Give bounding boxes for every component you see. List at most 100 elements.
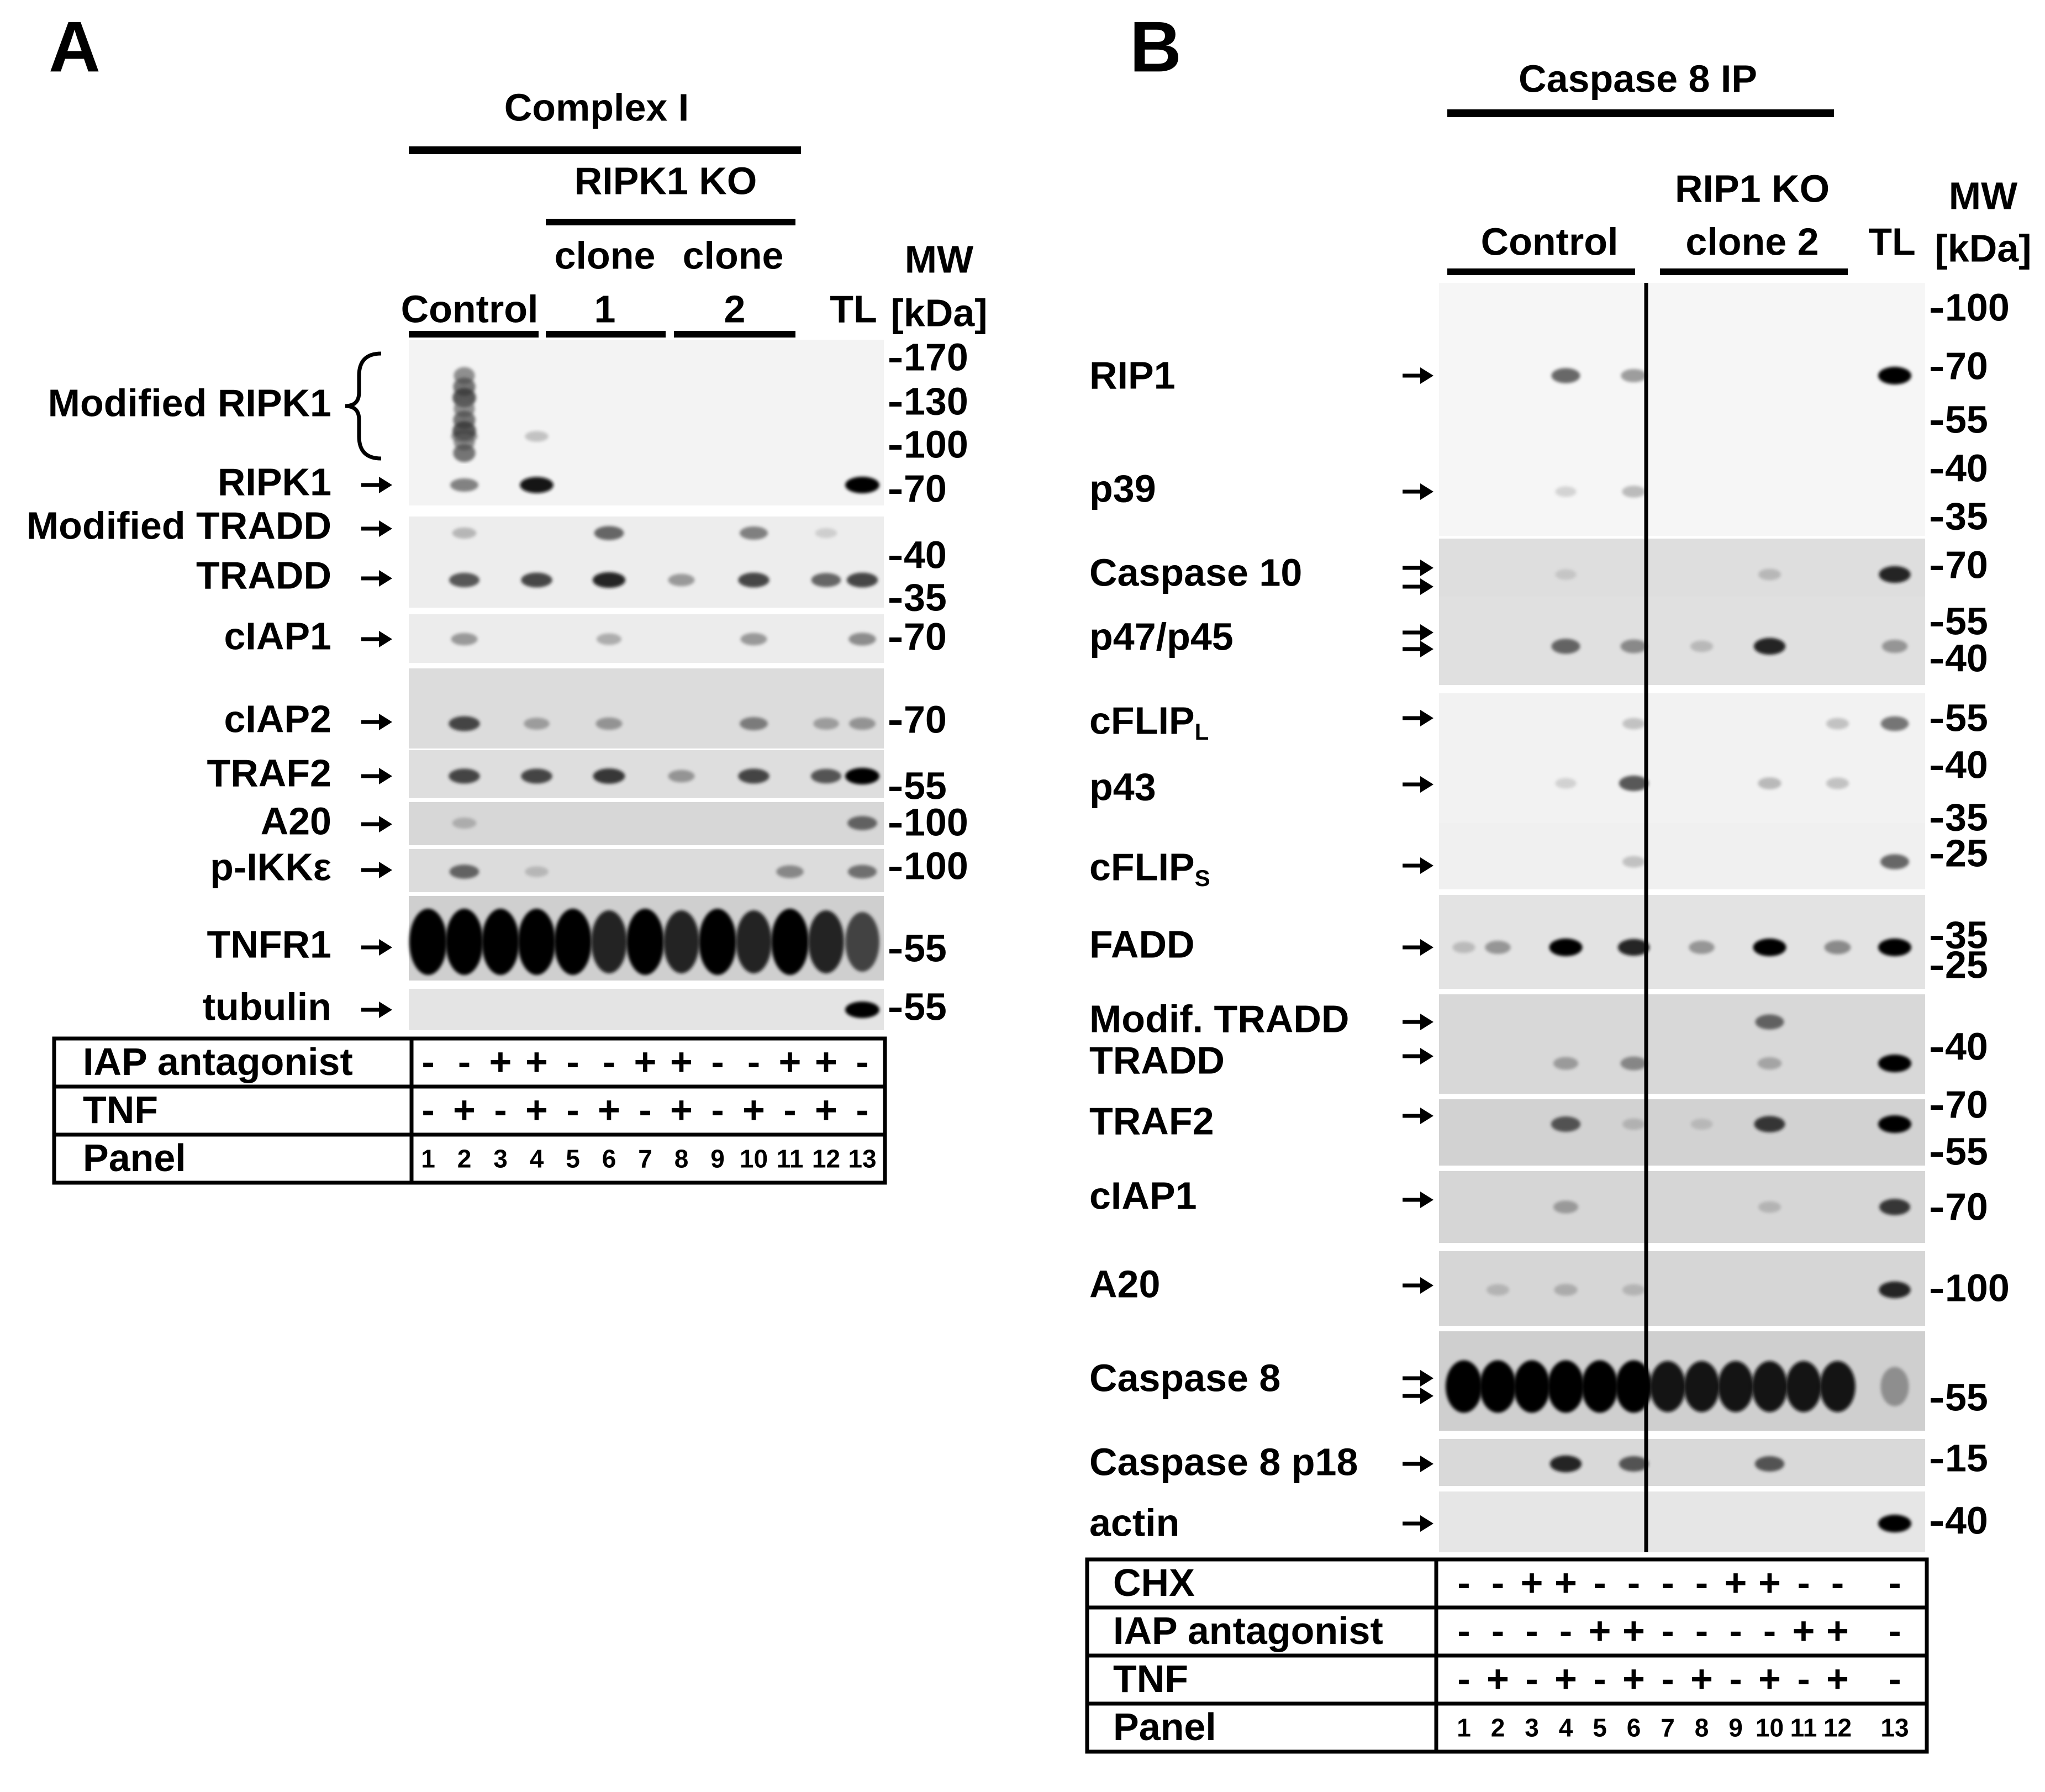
band: [1880, 716, 1909, 731]
band: [848, 633, 876, 646]
table-cell: -: [1491, 1561, 1504, 1604]
band: [1880, 1367, 1909, 1406]
row-label: p39: [1089, 467, 1156, 510]
table-cell: 5: [1593, 1714, 1607, 1742]
mw-marker: 100: [889, 800, 968, 844]
blot-strip: [1439, 994, 1925, 1039]
group-label-clone-1: 1: [594, 287, 616, 330]
svg-text:70: 70: [1945, 1083, 1988, 1126]
svg-text:40: 40: [1945, 743, 1988, 786]
blot-row: tubulin 55: [203, 985, 947, 1030]
arrow-icon: [361, 520, 392, 537]
table-row-label: Panel: [83, 1136, 186, 1179]
table-cell: 4: [1559, 1714, 1573, 1742]
blot-row: A20 100: [1089, 1251, 2010, 1326]
table-row-label: CHX: [1113, 1561, 1195, 1604]
svg-text:70: 70: [904, 698, 947, 741]
blot-strip: [409, 989, 884, 1030]
mw-marker: 40: [889, 533, 947, 576]
row-label: p47/p45: [1089, 615, 1234, 658]
row-label: tubulin: [203, 985, 331, 1028]
band: [449, 716, 480, 731]
band: [1757, 1057, 1782, 1070]
band: [1690, 1119, 1713, 1130]
band: [663, 910, 699, 973]
table-row-label: IAP antagonist: [83, 1040, 353, 1083]
arrow-icon: [1403, 776, 1433, 793]
mw-marker: 70: [1931, 1185, 1988, 1228]
table-cell: -: [494, 1088, 507, 1131]
blot-strip: [1439, 283, 1925, 420]
table-cell: +: [489, 1040, 512, 1083]
blot-strip: [1439, 539, 1925, 597]
blot-strip: [1439, 1491, 1925, 1552]
table-cell: +: [1589, 1609, 1611, 1652]
blot-row: Caspase 10 70: [1089, 539, 1988, 597]
row-label: p43: [1089, 765, 1156, 808]
band: [740, 526, 768, 540]
blot-strip: [409, 464, 884, 505]
svg-text:40: 40: [904, 533, 947, 576]
blot-strip: [1439, 757, 1925, 823]
table-cell: -: [1525, 1609, 1538, 1652]
arrow-icon: [361, 862, 392, 878]
table-cell: 4: [530, 1145, 544, 1173]
band: [409, 909, 447, 975]
panel-b: B Caspase 8 IP Control RIP1 KO clone 2 TL MW [k…: [1085, 6, 2032, 1754]
band: [847, 816, 877, 830]
band: [1879, 1199, 1910, 1215]
blot-row: p39 40 35: [1089, 420, 1988, 537]
table-cell: 13: [1880, 1714, 1909, 1742]
table-cell: -: [1491, 1609, 1504, 1652]
mw-marker: 70: [1931, 1083, 1988, 1126]
arrow-icon: [1403, 939, 1433, 956]
band: [1621, 369, 1647, 382]
table-cell: 7: [1661, 1714, 1675, 1742]
mw-marker: 35: [1931, 494, 1988, 537]
table-cell: -: [711, 1088, 724, 1131]
mw-marker: 40: [1931, 1025, 1988, 1068]
table-cell: -: [458, 1040, 471, 1083]
table-cell: 9: [1728, 1714, 1743, 1742]
band: [1820, 1361, 1856, 1412]
table-cell: 9: [710, 1145, 725, 1173]
band: [445, 909, 483, 975]
band: [591, 910, 627, 973]
table-cell: -: [1797, 1561, 1810, 1604]
band: [1752, 1361, 1788, 1412]
mw-title: MW: [1949, 174, 2017, 217]
row-label: Modified RIPK1: [48, 381, 331, 424]
table-cell: -: [566, 1040, 579, 1083]
treatment-table: IAP antagonist - - + + - - + + - - + + -TNF - + - + - + - + - +…: [52, 1036, 887, 1185]
table-cell: +: [1487, 1657, 1509, 1700]
row-label: Modif. TRADD: [1089, 997, 1349, 1040]
row-label: RIPK1: [218, 460, 331, 503]
blot-row: Caspase 8 p18 15: [1089, 1436, 1988, 1486]
band: [626, 909, 664, 975]
table-cell: -: [1729, 1657, 1742, 1700]
blot-strip: [1439, 823, 1925, 889]
blot-strip: [1439, 1039, 1925, 1094]
table-cell: -: [1763, 1609, 1776, 1652]
svg-text:100: 100: [1945, 286, 2010, 329]
band: [1879, 566, 1911, 583]
svg-text:25: 25: [1945, 831, 1988, 874]
table-cell: -: [1457, 1561, 1470, 1604]
mw-marker: 170: [889, 335, 968, 378]
band: [740, 633, 767, 646]
table-row-label: TNF: [1113, 1657, 1188, 1700]
table-cell: 12: [1823, 1714, 1852, 1742]
table-cell: -: [639, 1088, 651, 1131]
row-label: TRADD: [196, 554, 331, 597]
complex-title: Complex I: [504, 86, 689, 129]
svg-text:35: 35: [1945, 913, 1988, 956]
band: [847, 865, 877, 879]
band: [1547, 1360, 1584, 1413]
band: [595, 717, 623, 730]
band: [518, 909, 556, 975]
table-cell: 2: [1491, 1714, 1505, 1742]
mw-marker: 25: [1931, 943, 1988, 986]
table-cell: +: [1758, 1561, 1781, 1604]
